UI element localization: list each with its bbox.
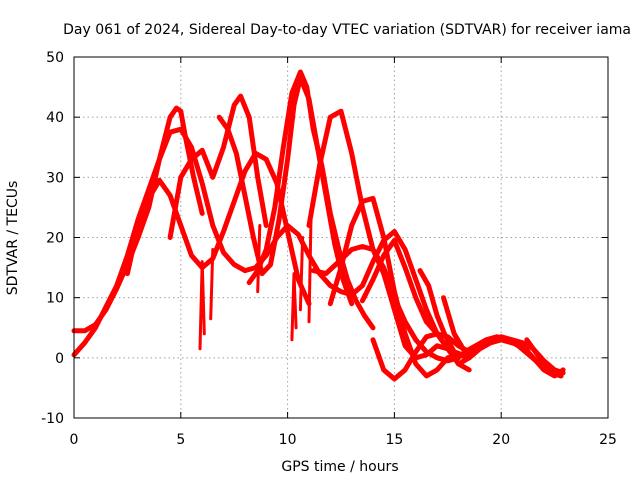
y-axis-label: SDTVAR / TECUs bbox=[5, 181, 21, 296]
y-tick-label: 20 bbox=[46, 231, 64, 247]
data-series bbox=[71, 69, 566, 382]
axis-ticks: 0 5 10 15 20 25 -10 0 10 20 30 40 50 bbox=[41, 50, 617, 448]
spike-4 bbox=[290, 272, 298, 342]
spike-1 bbox=[198, 260, 206, 351]
series-line-sat-d bbox=[167, 93, 269, 240]
x-tick-label: 5 bbox=[176, 432, 185, 448]
spike-3 bbox=[256, 224, 262, 294]
series-line-sat-h bbox=[306, 108, 472, 373]
x-tick-label: 20 bbox=[492, 432, 510, 448]
x-tick-label: 0 bbox=[70, 432, 79, 448]
series-line-sat-i bbox=[327, 195, 472, 379]
spike-6 bbox=[307, 211, 313, 324]
x-tick-label: 10 bbox=[279, 432, 297, 448]
x-tick-label: 15 bbox=[385, 432, 403, 448]
x-tick-label: 25 bbox=[599, 432, 617, 448]
y-tick-label: 0 bbox=[55, 351, 64, 367]
y-tick-label: 10 bbox=[46, 291, 64, 307]
spike-5 bbox=[298, 236, 305, 312]
series-line-sat-o bbox=[524, 337, 564, 379]
y-tick-label: 30 bbox=[46, 170, 64, 186]
series-line-sat-k bbox=[370, 331, 440, 382]
series-line-sat-b bbox=[71, 105, 205, 334]
y-tick-label: 50 bbox=[46, 50, 64, 66]
series-line-sat-f bbox=[246, 69, 376, 331]
y-tick-label: 40 bbox=[46, 110, 64, 126]
x-axis-label: GPS time / hours bbox=[281, 459, 398, 475]
spike-2 bbox=[209, 248, 215, 321]
chart-title: Day 061 of 2024, Sidereal Day-to-day VTE… bbox=[63, 22, 631, 38]
y-tick-label: -10 bbox=[41, 411, 64, 427]
series-line-sat-n bbox=[456, 337, 566, 379]
